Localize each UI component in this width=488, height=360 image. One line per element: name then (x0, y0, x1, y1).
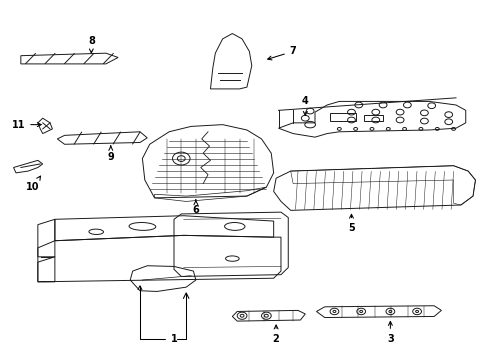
Text: 7: 7 (267, 46, 296, 60)
Text: 8: 8 (88, 36, 95, 53)
Text: 9: 9 (107, 146, 114, 162)
Text: 5: 5 (347, 214, 354, 233)
Text: 2: 2 (272, 325, 279, 344)
Text: 3: 3 (386, 321, 393, 344)
Text: 1: 1 (138, 286, 177, 344)
Text: 6: 6 (192, 200, 199, 215)
Text: 4: 4 (301, 96, 308, 115)
Text: 10: 10 (26, 176, 41, 192)
Bar (363, 114, 382, 121)
Text: 11: 11 (12, 120, 41, 130)
Bar (329, 113, 356, 121)
